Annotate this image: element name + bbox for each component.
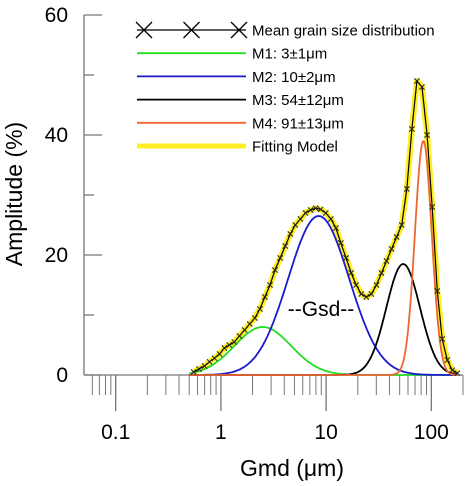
annotation-gsd: --Gsd--	[288, 298, 355, 321]
legend-marker	[135, 21, 153, 39]
data-point	[449, 367, 456, 374]
axes: 0 20 40 60 0.1 1 10 100	[45, 4, 464, 444]
data-point	[439, 336, 446, 342]
x-tick-label: 0.1	[101, 421, 130, 444]
data-point	[393, 234, 400, 240]
data-point	[444, 357, 451, 363]
data-point	[363, 294, 370, 300]
legend-label: M4: 91±13μm	[252, 115, 344, 132]
data-point	[322, 210, 329, 216]
data-point	[429, 204, 436, 210]
data-point	[282, 243, 289, 249]
data-point	[231, 339, 238, 345]
data-point	[246, 321, 253, 327]
data-point	[241, 327, 248, 333]
x-tick-label: 10	[314, 421, 337, 444]
data-point	[277, 255, 284, 261]
data-point	[267, 282, 273, 288]
legend-label: M2: 10±2μm	[252, 69, 336, 86]
data-point	[302, 210, 309, 216]
data-point	[373, 282, 380, 288]
data-point	[353, 282, 360, 288]
data-point	[398, 222, 405, 228]
y-tick-label: 40	[45, 124, 68, 147]
data-point	[236, 333, 243, 339]
data-point	[424, 132, 431, 138]
data-point	[368, 291, 375, 297]
x-axis-title: Gmd (μm)	[240, 455, 344, 481]
legend: Mean grain size distribution M1: 3±1μm M2:…	[135, 21, 435, 156]
data-point	[216, 351, 223, 357]
data-point	[226, 342, 233, 348]
data-point	[307, 207, 314, 213]
data-point	[348, 270, 355, 276]
data-point	[292, 222, 299, 228]
data-point	[287, 231, 294, 237]
legend-label: M1: 3±1μm	[252, 46, 327, 63]
data-point	[337, 240, 344, 246]
data-point	[388, 246, 395, 252]
component-curve-m2	[189, 215, 458, 376]
data-point	[454, 370, 461, 377]
data-point	[434, 288, 441, 294]
legend-label: Fitting Model	[252, 139, 338, 156]
data-point	[196, 366, 203, 372]
data-point	[256, 306, 263, 312]
data-point	[403, 186, 410, 192]
y-axis-title: Amplitude (%)	[1, 122, 27, 266]
legend-marker	[183, 21, 200, 39]
data-point	[413, 78, 420, 84]
data-point	[211, 355, 218, 362]
data-point	[251, 315, 258, 321]
y-tick-label: 0	[56, 364, 68, 387]
data-point	[378, 270, 385, 276]
legend-label: M3: 54±12μm	[252, 92, 344, 109]
data-point	[327, 216, 334, 222]
component-curve-m1	[189, 326, 458, 376]
data-point	[317, 206, 324, 213]
data-point	[419, 84, 425, 90]
y-tick-label: 20	[45, 244, 68, 267]
data-point	[408, 126, 415, 132]
legend-marker	[230, 21, 248, 39]
data-point	[206, 358, 213, 365]
data-point	[201, 363, 208, 369]
data-point	[221, 345, 228, 351]
data-point	[383, 258, 390, 264]
data-point	[312, 205, 319, 212]
data-point	[343, 255, 350, 261]
data-point	[332, 225, 339, 231]
data-point	[272, 267, 278, 273]
plot-area	[189, 78, 461, 377]
x-tick-label: 1	[215, 421, 227, 444]
data-point	[297, 216, 304, 222]
data-point	[261, 294, 268, 300]
component-curve-m4	[189, 140, 458, 376]
legend-label: Mean grain size distribution	[252, 23, 435, 40]
data-point	[358, 291, 365, 297]
y-tick-label: 60	[45, 4, 68, 27]
x-tick-label: 100	[414, 421, 449, 444]
data-point	[190, 369, 197, 375]
